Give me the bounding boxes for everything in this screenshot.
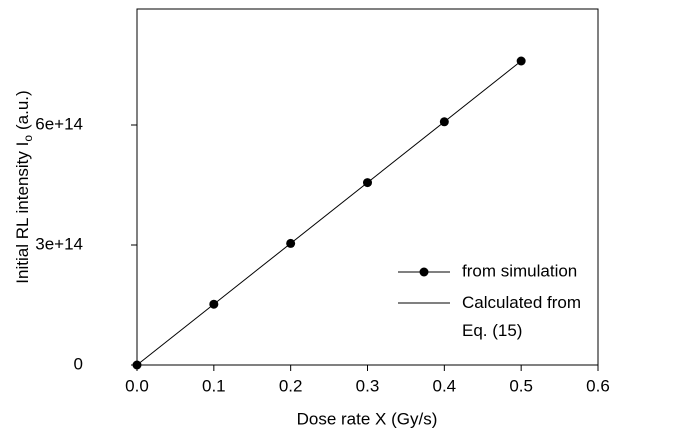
legend-label: from simulation — [462, 261, 577, 280]
y-tick-label: 0 — [74, 354, 83, 373]
x-tick-label: 0.4 — [433, 376, 457, 395]
x-tick-label: 0.6 — [586, 376, 610, 395]
y-axis-label: Initial RL intensity Io (a.u.) — [13, 90, 35, 283]
x-tick-label: 0.1 — [202, 376, 226, 395]
x-axis-label: Dose rate X (Gy/s) — [297, 409, 438, 428]
legend-label: Calculated from Eq. (15) — [462, 293, 582, 340]
x-tick-label: 0.2 — [279, 376, 303, 395]
y-label-main: Initial RL intensity I — [13, 142, 32, 284]
x-tick-label: 0.3 — [356, 376, 380, 395]
x-tick-label: 0.0 — [125, 376, 149, 395]
y-label-sub: o — [21, 135, 35, 142]
x-tick-label: 0.5 — [509, 376, 533, 395]
y-tick-label: 3e+14 — [35, 234, 83, 253]
y-label-unit: (a.u.) — [13, 90, 32, 130]
y-tick-label: 6e+14 — [35, 114, 83, 133]
series-line — [136, 60, 522, 366]
legend-marker — [419, 267, 429, 277]
